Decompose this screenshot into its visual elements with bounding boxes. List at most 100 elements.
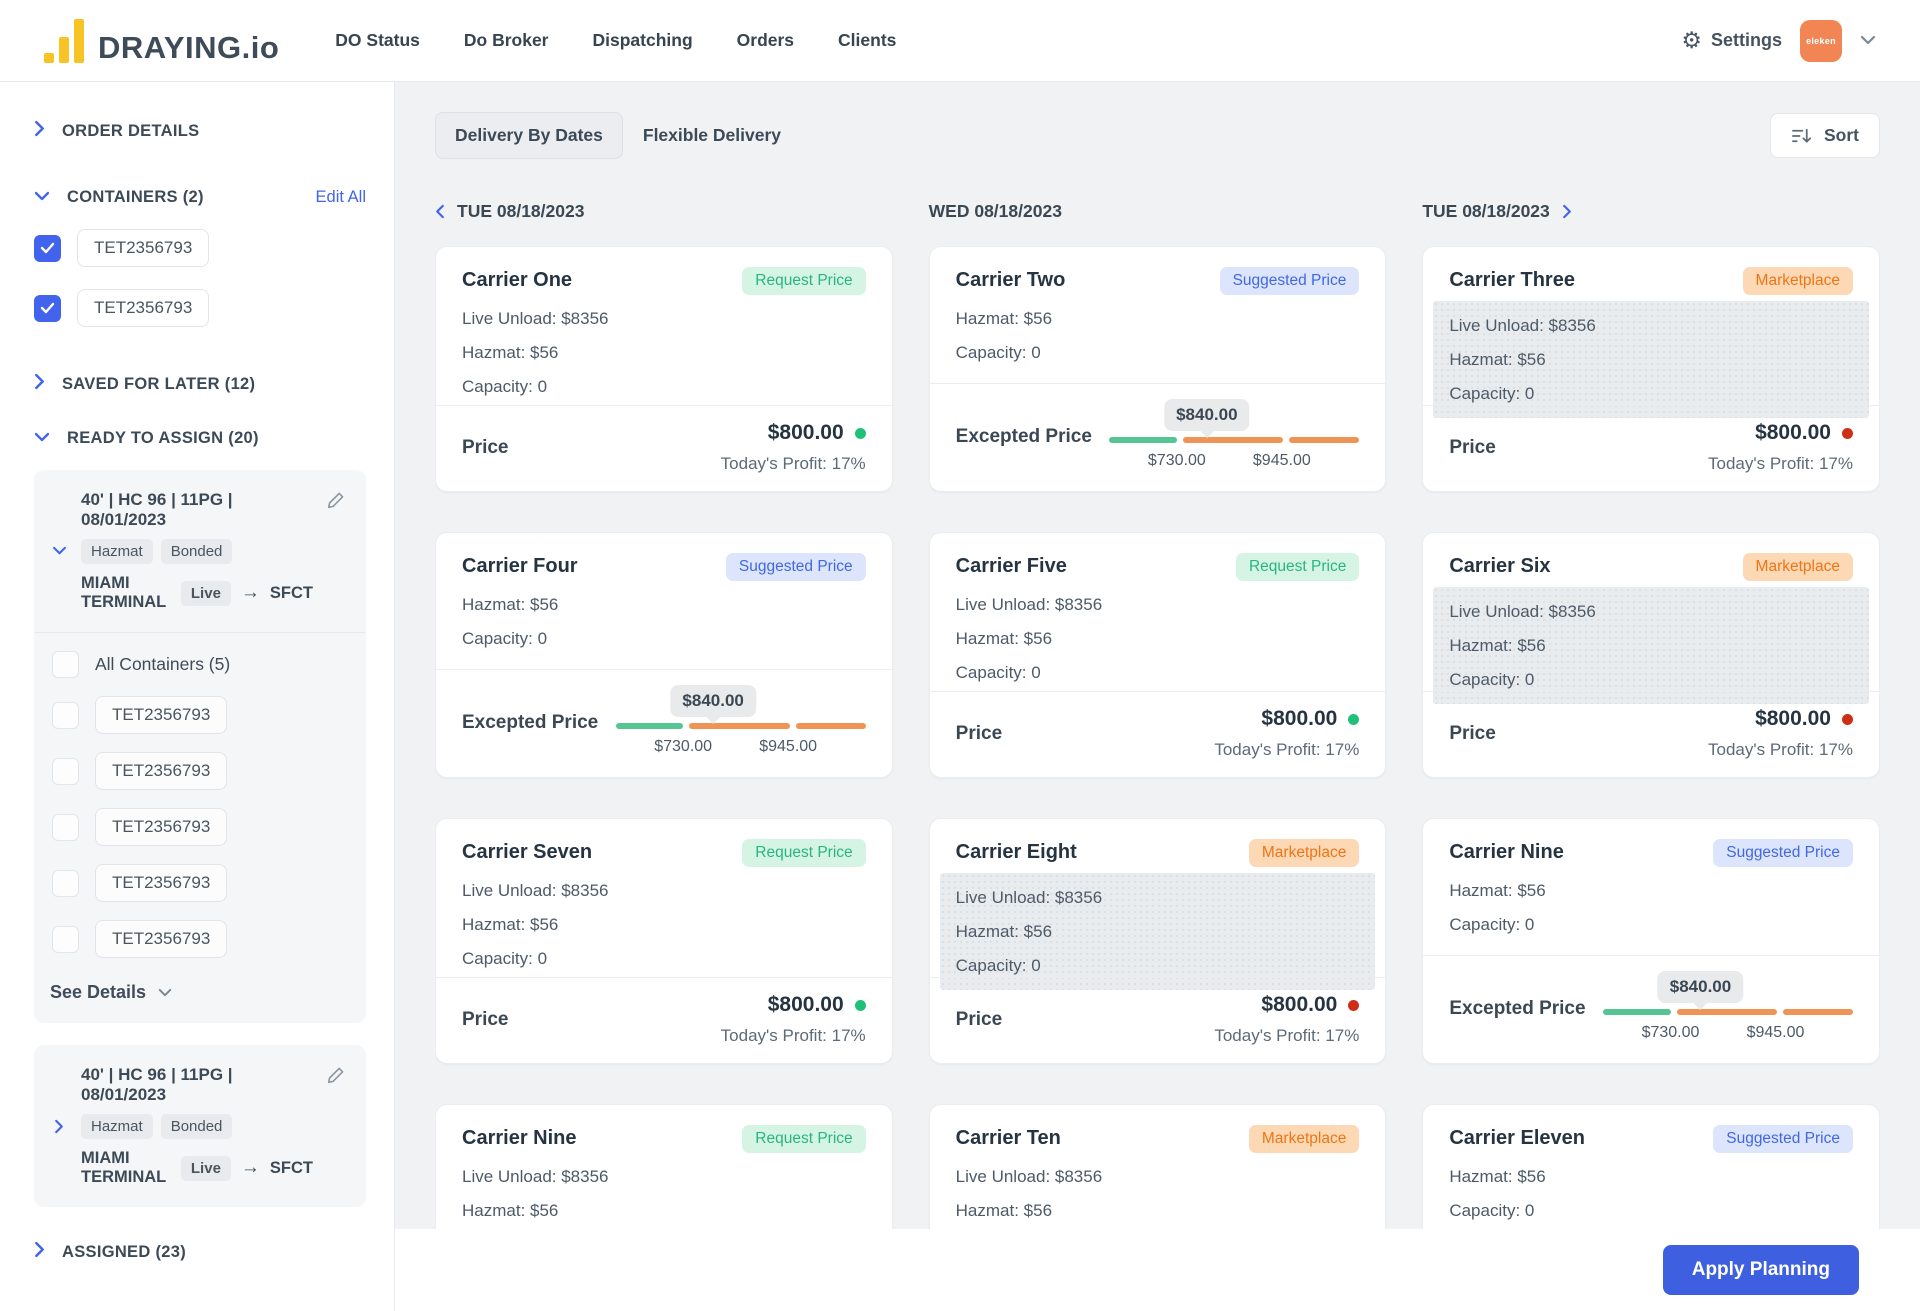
tab-delivery-by-dates[interactable]: Delivery By Dates	[435, 112, 623, 159]
carrier-detail: Capacity: 0	[1449, 1200, 1853, 1221]
checkbox-checked[interactable]	[34, 295, 61, 322]
marketplace-badge: Marketplace	[1743, 553, 1853, 581]
container-row: TET2356793	[50, 696, 346, 734]
arrow-right-icon: →	[241, 582, 260, 604]
request-price-badge[interactable]: Request Price	[1236, 553, 1359, 581]
edit-all-link[interactable]: Edit All	[316, 188, 366, 207]
checkbox-unchecked[interactable]	[52, 702, 79, 729]
checkbox-unchecked[interactable]	[52, 814, 79, 841]
price-range-slider[interactable]	[616, 723, 866, 729]
price-range-widget: $840.00 $730.00 $945.00	[1603, 971, 1853, 1046]
carrier-name: Carrier Nine	[1449, 839, 1564, 866]
bonded-tag: Bonded	[161, 539, 233, 564]
carrier-card[interactable]: Carrier Nine Request Price Live Unload: …	[435, 1104, 893, 1229]
toolbar: Delivery By Dates Flexible Delivery Sort	[435, 112, 1880, 159]
hazmat-tag: Hazmat	[81, 539, 153, 564]
sort-button[interactable]: Sort	[1770, 113, 1880, 158]
origin-label: MIAMI TERMINAL	[81, 1149, 171, 1187]
container-chip[interactable]: TET2356793	[95, 808, 227, 846]
container-chip[interactable]: TET2356793	[95, 752, 227, 790]
status-dot-red	[1842, 714, 1853, 725]
chevron-down-icon[interactable]	[50, 546, 68, 556]
nav-dispatching[interactable]: Dispatching	[593, 30, 693, 51]
carrier-card[interactable]: Carrier Three Marketplace Live Unload: $…	[1422, 246, 1880, 492]
container-chip[interactable]: TET2356793	[77, 289, 209, 327]
edit-pencil-icon[interactable]	[326, 1065, 346, 1090]
container-chip[interactable]: TET2356793	[95, 864, 227, 902]
carrier-card[interactable]: Carrier Nine Suggested Price Hazmat: $56…	[1422, 818, 1880, 1064]
checkbox-unchecked[interactable]	[52, 870, 79, 897]
request-price-badge[interactable]: Request Price	[742, 1125, 865, 1153]
range-min-label: $730.00	[1148, 452, 1206, 470]
carrier-detail: Capacity: 0	[1449, 669, 1853, 690]
marketplace-badge: Marketplace	[1249, 839, 1359, 867]
range-max-label: $945.00	[759, 738, 817, 756]
status-dot-green	[855, 428, 866, 439]
tab-flexible-delivery[interactable]: Flexible Delivery	[623, 112, 801, 159]
chevron-down-icon[interactable]	[1860, 35, 1876, 46]
section-label: CONTAINERS (2)	[67, 188, 204, 207]
top-right: ⚙ Settings eleken	[1681, 20, 1876, 62]
nav-do-broker[interactable]: Do Broker	[464, 30, 549, 51]
apply-planning-button[interactable]: Apply Planning	[1663, 1245, 1859, 1295]
column-header-2: WED 08/18/2023	[929, 201, 1387, 222]
logo[interactable]: DRAYING.io	[44, 19, 279, 63]
marketplace-badge: Marketplace	[1249, 1125, 1359, 1153]
container-chip[interactable]: TET2356793	[95, 920, 227, 958]
nav-clients[interactable]: Clients	[838, 30, 896, 51]
carrier-detail: Hazmat: $56	[1449, 635, 1853, 656]
carrier-name: Carrier Ten	[956, 1125, 1061, 1152]
chevron-right-icon[interactable]	[1562, 204, 1572, 219]
section-order-details[interactable]: ORDER DETAILS	[34, 120, 366, 142]
chevron-right-icon	[34, 1241, 45, 1263]
price-tooltip: $840.00	[1658, 971, 1743, 1003]
carrier-name: Carrier Nine	[462, 1125, 577, 1152]
checkbox-unchecked[interactable]	[52, 758, 79, 785]
carrier-card[interactable]: Carrier Eight Marketplace Live Unload: $…	[929, 818, 1387, 1064]
checkbox-unchecked[interactable]	[52, 651, 79, 678]
carrier-card[interactable]: Carrier Four Suggested Price Hazmat: $56…	[435, 532, 893, 778]
avatar[interactable]: eleken	[1800, 20, 1842, 62]
carrier-card[interactable]: Carrier Five Request Price Live Unload: …	[929, 532, 1387, 778]
section-label: ORDER DETAILS	[62, 122, 199, 141]
price-range-slider[interactable]	[1603, 1009, 1853, 1015]
chevron-left-icon[interactable]	[435, 204, 445, 219]
carrier-card[interactable]: Carrier Six Marketplace Live Unload: $83…	[1422, 532, 1880, 778]
request-price-badge[interactable]: Request Price	[742, 839, 865, 867]
logo-text: DRAYING.io	[98, 32, 279, 63]
request-price-badge[interactable]: Request Price	[742, 267, 865, 295]
settings-button[interactable]: ⚙ Settings	[1681, 29, 1782, 52]
nav-do-status[interactable]: DO Status	[335, 30, 420, 51]
carrier-name: Carrier Four	[462, 553, 578, 580]
section-assigned[interactable]: ASSIGNED (23)	[34, 1241, 366, 1263]
container-row: TET2356793	[34, 289, 366, 327]
price-amount: $800.00	[1755, 421, 1831, 445]
carrier-card[interactable]: Carrier One Request Price Live Unload: $…	[435, 246, 893, 492]
carrier-card[interactable]: Carrier Ten Marketplace Live Unload: $83…	[929, 1104, 1387, 1229]
all-containers-label: All Containers (5)	[95, 654, 230, 675]
carrier-detail: Live Unload: $8356	[956, 1166, 1360, 1187]
see-details-toggle[interactable]: See Details	[50, 982, 346, 1003]
hazmat-tag: Hazmat	[81, 1114, 153, 1139]
column-header-3: TUE 08/18/2023	[1422, 201, 1880, 222]
edit-pencil-icon[interactable]	[326, 490, 346, 515]
checkbox-checked[interactable]	[34, 235, 61, 262]
column-date: TUE 08/18/2023	[457, 201, 584, 222]
carrier-card[interactable]: Carrier Two Suggested Price Hazmat: $56 …	[929, 246, 1387, 492]
carrier-detail: Capacity: 0	[956, 662, 1360, 683]
carrier-card[interactable]: Carrier Seven Request Price Live Unload:…	[435, 818, 893, 1064]
arrow-right-icon: →	[241, 1157, 260, 1179]
section-saved-for-later[interactable]: SAVED FOR LATER (12)	[34, 373, 366, 395]
nav-orders[interactable]: Orders	[737, 30, 794, 51]
price-amount: $800.00	[1261, 993, 1337, 1017]
carrier-name: Carrier Five	[956, 553, 1067, 580]
carrier-card[interactable]: Carrier Eleven Suggested Price Hazmat: $…	[1422, 1104, 1880, 1229]
container-chip[interactable]: TET2356793	[77, 229, 209, 267]
checkbox-unchecked[interactable]	[52, 926, 79, 953]
container-chip[interactable]: TET2356793	[95, 696, 227, 734]
section-containers[interactable]: CONTAINERS (2) Edit All	[34, 188, 366, 207]
carrier-name: Carrier Eight	[956, 839, 1077, 866]
chevron-right-icon[interactable]	[50, 1119, 68, 1134]
section-ready-to-assign[interactable]: READY TO ASSIGN (20)	[34, 429, 366, 448]
price-range-slider[interactable]	[1109, 437, 1359, 443]
